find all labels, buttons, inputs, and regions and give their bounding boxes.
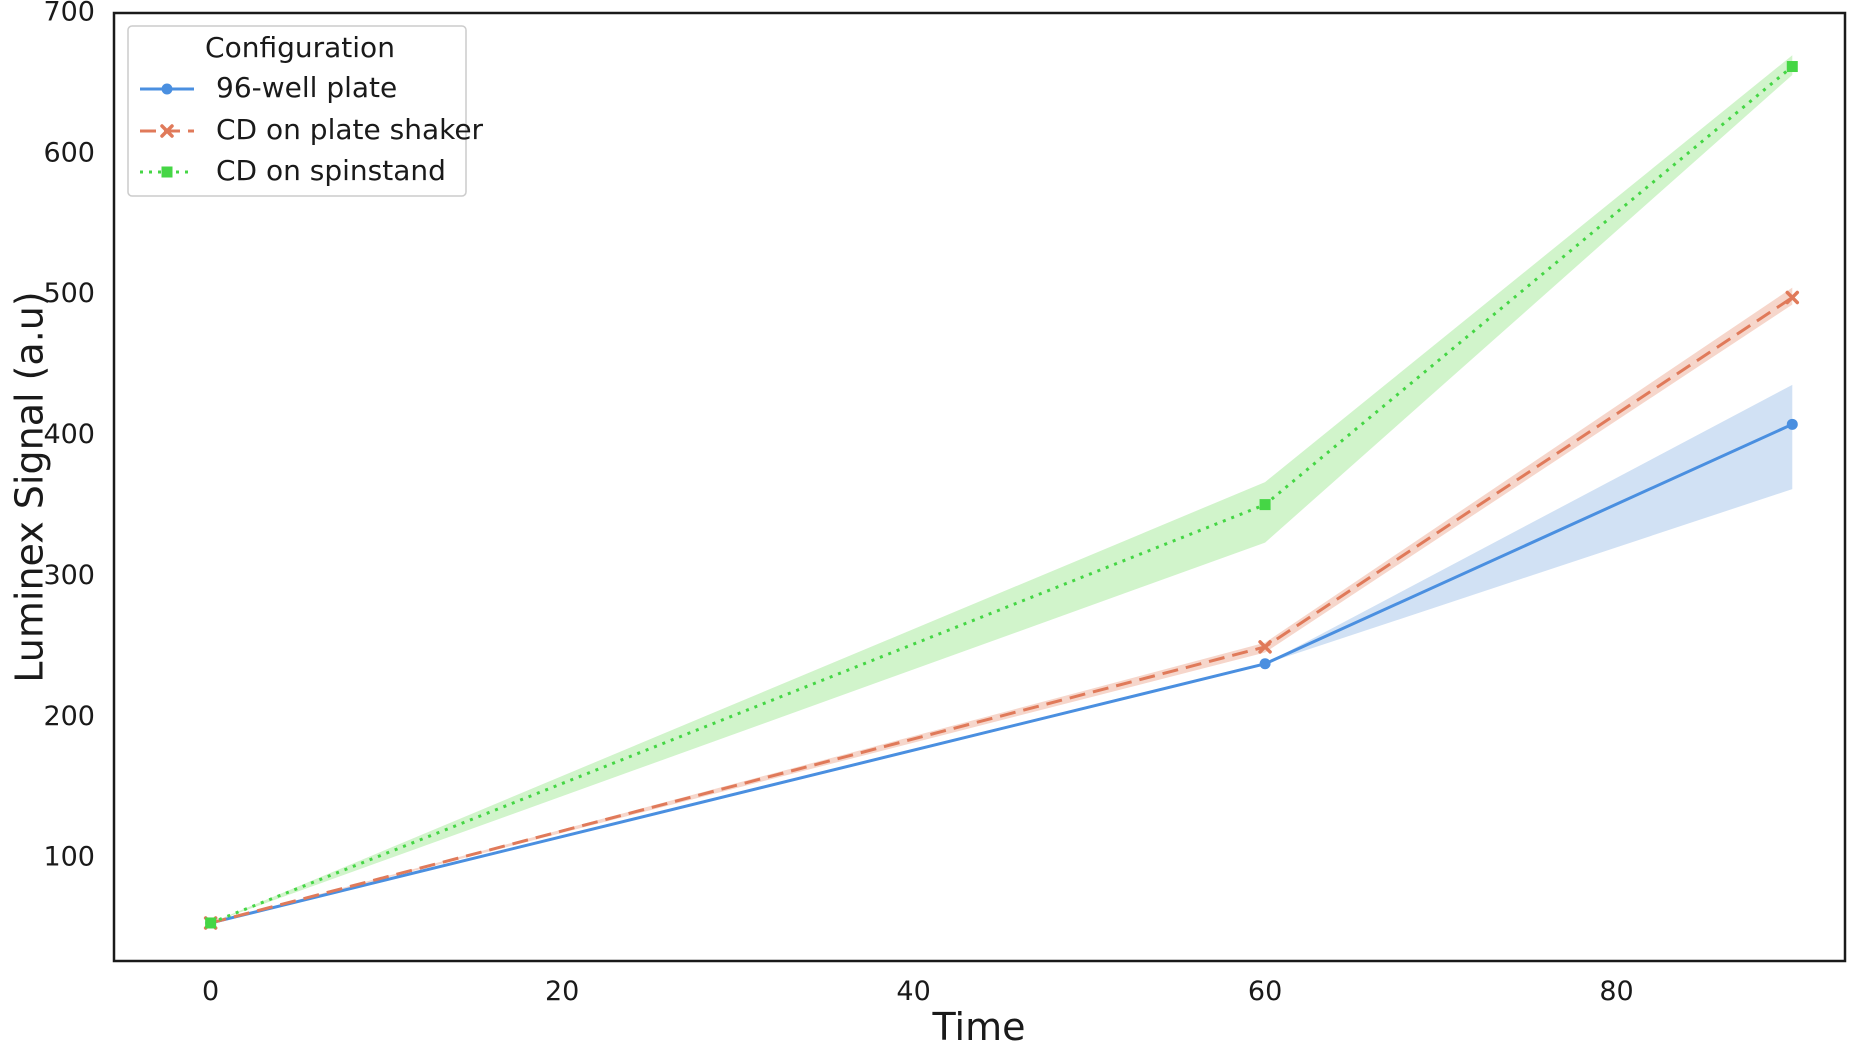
y-tick-label: 700 — [43, 0, 95, 28]
legend-box — [127, 25, 467, 197]
legend-marker-96-well-plate — [161, 83, 173, 95]
96-well-plate-line — [210, 422, 1793, 925]
96-well-plate-ci-band — [210, 384, 1793, 923]
x-tick-label: 0 — [202, 976, 219, 1007]
cd-on-plate-shaker-point — [1785, 290, 1800, 305]
x-tick-label: 60 — [1248, 976, 1282, 1007]
x-tick-label: 40 — [896, 976, 930, 1007]
y-tick-label: 100 — [43, 842, 95, 873]
series-markers — [203, 61, 1800, 930]
96-well-plate-point — [1259, 658, 1271, 670]
x-axis-label: Time — [932, 1005, 1026, 1046]
y-tick-label: 400 — [43, 419, 95, 450]
cd-on-spinstand-point — [1259, 499, 1271, 511]
y-tick-label: 200 — [43, 701, 95, 732]
cd-on-plate-shaker-point — [1258, 640, 1272, 654]
legend-title: Configuration — [205, 31, 395, 64]
y-tick-label: 300 — [43, 560, 95, 591]
legend-marker-cd-on-spinstand — [161, 166, 173, 178]
x-tick-labels: 0 20 40 60 80 — [202, 976, 1634, 1007]
legend-label-cd-on-plate-shaker: CD on plate shaker — [216, 113, 484, 146]
y-tick-label: 600 — [43, 137, 95, 168]
y-tick-label: 500 — [43, 278, 95, 309]
legend-label-cd-on-spinstand: CD on spinstand — [216, 154, 446, 187]
legend: Configuration 96-well plate CD on plate s… — [127, 25, 484, 197]
legend-marker-cd-on-plate-shaker — [160, 124, 174, 138]
cd-on-spinstand-point — [205, 917, 217, 929]
legend-label-96-well-plate: 96-well plate — [216, 71, 397, 104]
x-tick-label: 20 — [545, 976, 579, 1007]
plot-frame — [112, 11, 1847, 963]
y-tick-labels: 100 200 300 400 500 600 700 — [43, 0, 95, 873]
96-well-plate-point — [1786, 418, 1798, 430]
x-tick-label: 80 — [1599, 976, 1633, 1007]
cd-on-spinstand-point — [1786, 61, 1798, 73]
y-axis-label: Luminex Signal (a.u) — [8, 291, 52, 682]
